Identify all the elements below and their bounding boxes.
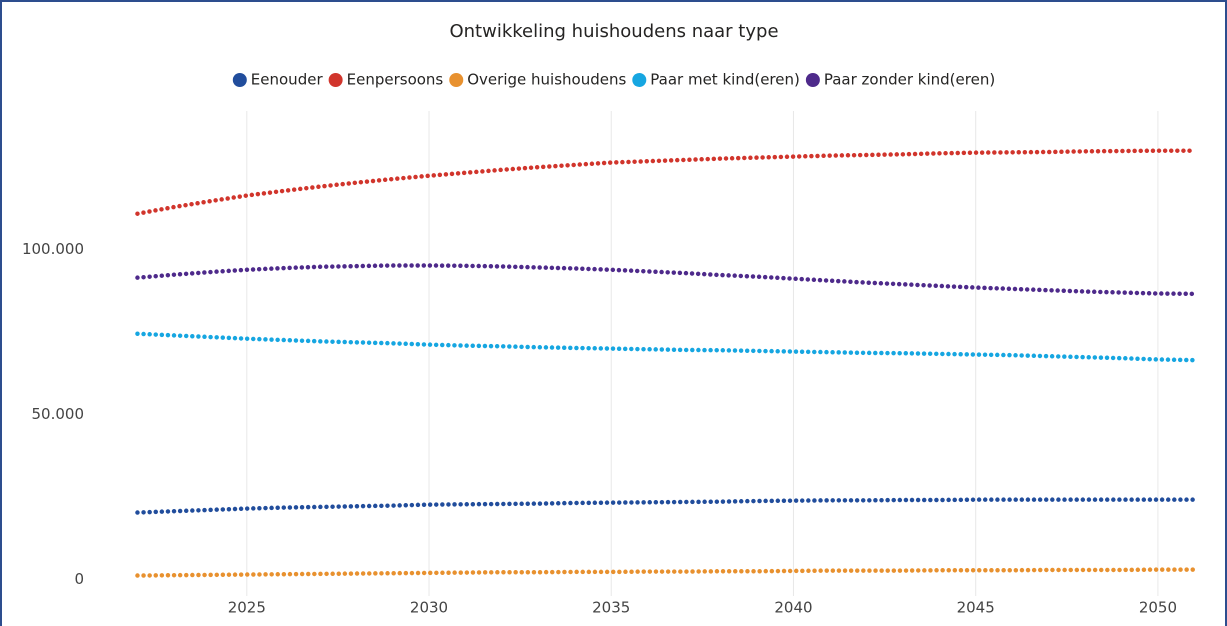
series-line	[135, 263, 1197, 297]
legend-marker	[449, 73, 464, 87]
y-tick-label: 0	[74, 570, 84, 588]
x-tick-label: 2025	[228, 599, 266, 617]
x-tick-label: 2030	[410, 599, 448, 617]
legend-marker	[232, 73, 247, 87]
legend-label: Overige huishoudens	[467, 71, 626, 89]
series-line	[135, 148, 1197, 216]
legend-marker	[805, 73, 820, 87]
chart-title: Ontwikkeling huishoudens naar type	[449, 21, 778, 42]
x-tick-label: 2050	[1139, 599, 1177, 617]
y-tick-label: 50.000	[32, 405, 85, 423]
legend-label: Paar zonder kind(eren)	[824, 71, 995, 89]
legend-label: Eenpersoons	[347, 71, 444, 89]
legend-label: Paar met kind(eren)	[650, 71, 800, 89]
legend-marker	[632, 73, 647, 87]
legend-label: Eenouder	[251, 71, 324, 89]
series-line	[135, 497, 1197, 515]
x-tick-label: 2040	[774, 599, 812, 617]
series-line	[135, 567, 1197, 578]
series-line	[135, 331, 1197, 363]
x-tick-label: 2035	[592, 599, 630, 617]
y-tick-label: 100.000	[22, 240, 84, 258]
legend-marker	[328, 73, 343, 87]
x-tick-label: 2045	[957, 599, 995, 617]
